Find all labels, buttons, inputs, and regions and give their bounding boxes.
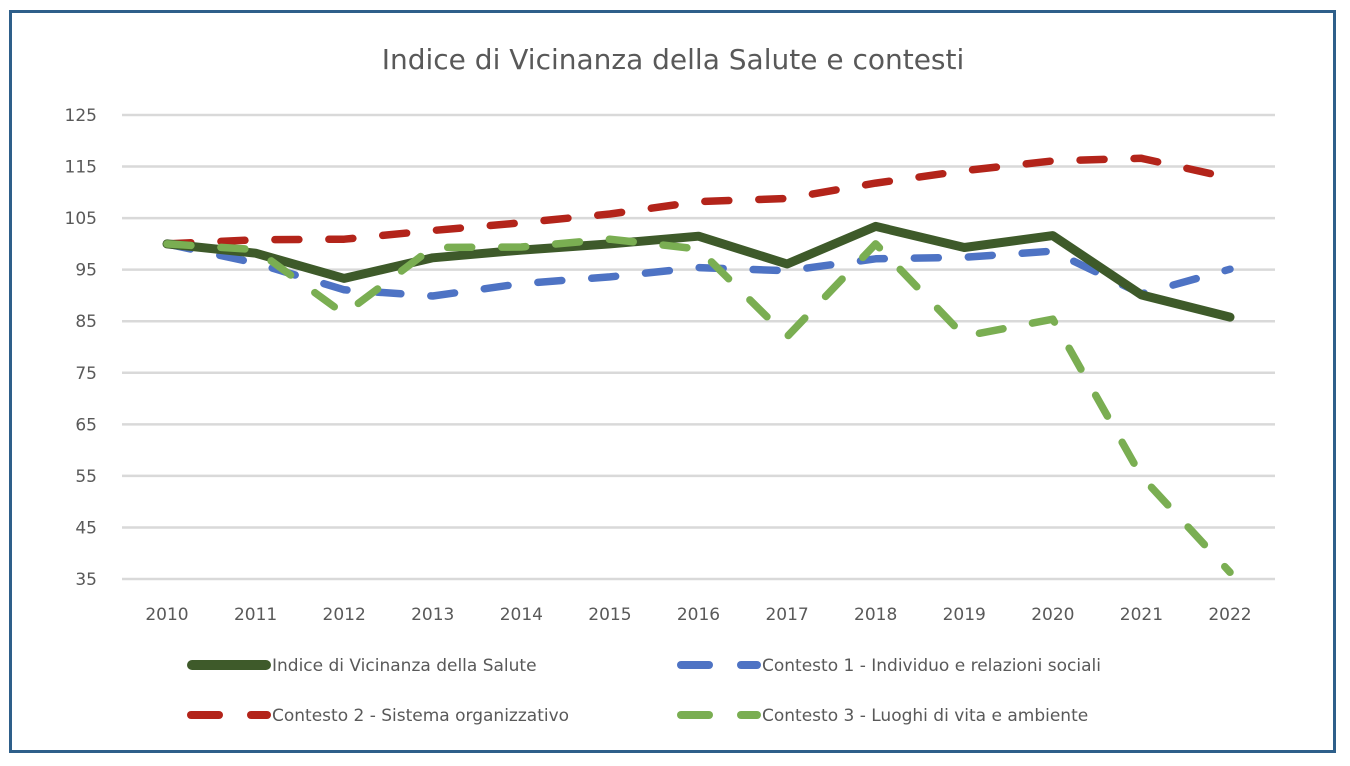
series-lines [162,154,1235,577]
series-contesto-2 [163,154,1234,248]
x-tick-label: 2016 [677,605,720,625]
x-tick-label: 2012 [323,605,366,625]
series-line [163,240,1234,300]
chart-frame [9,10,1336,753]
legend-item: Contesto 3 - Luoghi di vita e ambiente [677,706,1088,726]
x-tick-label: 2021 [1120,605,1163,625]
y-tick-label: 65 [75,415,97,435]
x-tick-label: 2022 [1208,605,1251,625]
legend-label: Contesto 3 - Luoghi di vita e ambiente [762,706,1088,726]
x-tick-label: 2020 [1031,605,1074,625]
chart-title: Indice di Vicinanza della Salute e conte… [382,43,965,76]
series-contesto-1 [163,240,1234,300]
series-contesto-3 [163,235,1234,577]
y-tick-label: 45 [75,518,97,538]
legend-label: Contesto 2 - Sistema organizzativo [272,706,569,726]
y-tick-label: 55 [75,467,97,487]
gridlines [122,113,1275,581]
y-tick-label: 75 [75,364,97,384]
y-axis-tick-labels: 125 115 105 95 85 75 65 55 45 35 [65,106,97,590]
y-tick-label: 85 [75,312,97,332]
y-tick-label: 115 [65,158,97,178]
x-tick-label: 2017 [765,605,808,625]
legend-item: Indice di Vicinanza della Salute [187,656,537,676]
x-axis-tick-labels: 2010 2011 2012 2013 2014 2015 2016 2017 2018 2019… [145,605,1251,625]
y-tick-label: 125 [65,106,97,126]
x-tick-label: 2013 [411,605,454,625]
x-tick-label: 2015 [588,605,631,625]
legend-label: Contesto 1 - Individuo e relazioni socia… [762,656,1101,676]
series-line [163,154,1234,248]
x-tick-label: 2019 [943,605,986,625]
y-tick-label: 35 [75,570,97,590]
legend-label: Indice di Vicinanza della Salute [272,656,537,676]
series-line [162,221,1235,322]
legend-item: Contesto 2 - Sistema organizzativo [187,706,569,726]
legend-item: Contesto 1 - Individuo e relazioni socia… [677,656,1101,676]
x-tick-label: 2010 [145,605,188,625]
legend: Indice di Vicinanza della Salute Contesto… [187,656,1101,726]
y-tick-label: 105 [65,209,97,229]
x-tick-label: 2011 [234,605,277,625]
x-tick-label: 2014 [500,605,543,625]
y-tick-label: 95 [75,261,97,281]
series-indice [162,221,1235,322]
x-tick-label: 2018 [854,605,897,625]
series-line [163,235,1234,577]
